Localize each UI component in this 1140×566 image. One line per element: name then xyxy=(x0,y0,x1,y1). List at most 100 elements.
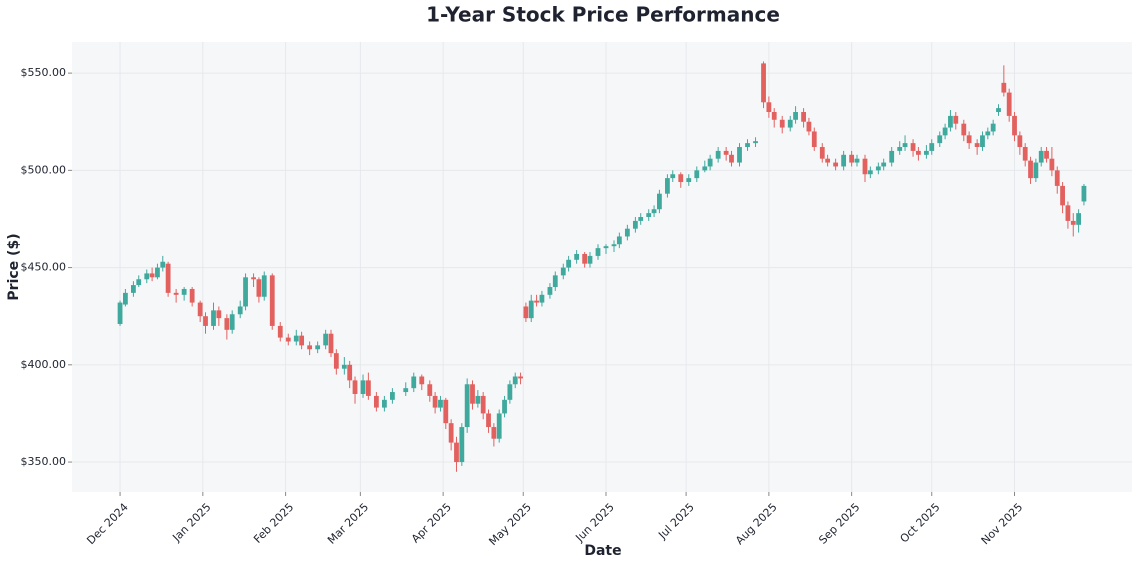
candle-body xyxy=(646,213,652,218)
candle-body xyxy=(942,127,948,136)
candle-body xyxy=(347,364,353,381)
candle-body xyxy=(277,325,283,338)
candle-body xyxy=(948,115,953,128)
candle-body xyxy=(1022,147,1028,161)
candle-body xyxy=(496,413,502,439)
candle-body xyxy=(670,174,676,179)
candle-body xyxy=(929,143,935,151)
candle-body xyxy=(624,228,630,237)
candle-body xyxy=(528,300,534,319)
x-tick-label: Jan 2025 xyxy=(169,501,213,545)
candle-body xyxy=(996,108,1001,113)
candle-body xyxy=(328,333,334,354)
x-tick-label: Aug 2025 xyxy=(733,501,780,548)
candle-body xyxy=(136,279,142,286)
candle-body xyxy=(694,170,700,179)
candle-body xyxy=(502,399,507,414)
candle-body xyxy=(427,384,433,396)
candle-body xyxy=(518,376,523,379)
candle-body xyxy=(123,292,128,305)
candle-body xyxy=(1070,220,1076,225)
x-tick-label: Jul 2025 xyxy=(655,501,697,543)
candle-body xyxy=(315,345,321,350)
candle-body xyxy=(737,147,742,163)
candle-body xyxy=(937,135,943,144)
candle-body xyxy=(566,259,572,268)
candle-body xyxy=(181,288,187,295)
y-tick-label: $450.00 xyxy=(21,261,67,274)
candle-body xyxy=(611,244,617,247)
candle-body xyxy=(603,246,609,249)
candle-body xyxy=(432,395,438,408)
candle-body xyxy=(841,154,847,167)
candle-body xyxy=(381,399,387,408)
x-tick-label: Feb 2025 xyxy=(251,501,296,546)
candle-body xyxy=(702,166,708,171)
candle-body xyxy=(165,263,171,293)
candle-body xyxy=(1012,115,1017,136)
x-tick-label: Oct 2025 xyxy=(898,501,943,546)
candle-body xyxy=(849,154,855,163)
candle-body xyxy=(825,158,831,163)
candle-body xyxy=(924,150,929,155)
x-axis-label: Date xyxy=(584,543,621,559)
candle-body xyxy=(224,318,230,330)
candle-body xyxy=(1038,150,1044,163)
candle-body xyxy=(534,300,539,303)
candle-body xyxy=(211,310,216,326)
candle-body xyxy=(961,123,967,136)
candle-body xyxy=(189,288,195,303)
candle-body xyxy=(875,166,881,171)
candle-body xyxy=(475,395,481,404)
candle-body xyxy=(507,384,513,400)
candle-body xyxy=(1049,158,1055,171)
candle-body xyxy=(787,119,793,128)
candle-body xyxy=(811,131,817,148)
candle-body xyxy=(491,427,497,439)
candle-body xyxy=(889,150,895,163)
y-axis-label: Price ($) xyxy=(6,233,22,300)
x-tick-label: Nov 2025 xyxy=(979,501,1026,548)
candle-body xyxy=(160,261,166,268)
candle-body xyxy=(867,170,873,175)
candle-body xyxy=(237,306,243,315)
candle-body xyxy=(771,112,777,120)
candle-body xyxy=(595,248,601,256)
candle-body xyxy=(1060,185,1065,206)
candle-body xyxy=(443,399,449,424)
candle-body xyxy=(616,236,622,245)
candle-body xyxy=(261,275,267,297)
candle-body xyxy=(806,121,812,132)
candle-body xyxy=(419,376,425,385)
candle-body xyxy=(256,279,262,297)
x-tick-label: Apr 2025 xyxy=(409,501,454,546)
candle-body xyxy=(173,292,179,295)
candle-body xyxy=(512,376,518,385)
x-tick-label: Mar 2025 xyxy=(325,501,371,547)
y-tick-label: $400.00 xyxy=(21,358,67,371)
y-tick-label: $350.00 xyxy=(21,455,67,468)
candle-body xyxy=(438,399,443,408)
grid xyxy=(72,42,1132,492)
candle-body xyxy=(651,209,657,214)
candle-body xyxy=(333,353,339,369)
candle-body xyxy=(523,306,529,319)
candle-body xyxy=(980,135,985,148)
candle-body xyxy=(1001,82,1007,93)
candle-body xyxy=(1054,170,1060,186)
candle-body xyxy=(552,275,558,288)
x-tick-label: May 2025 xyxy=(486,501,534,549)
candle-body xyxy=(632,220,638,229)
candle-body xyxy=(403,388,409,393)
candle-body xyxy=(155,267,160,278)
candle-body xyxy=(117,302,123,324)
candle-body xyxy=(1081,185,1087,202)
candle-body xyxy=(953,115,959,124)
candle-body xyxy=(547,287,553,295)
candle-body xyxy=(686,178,692,183)
candle-body xyxy=(729,154,734,163)
plot-area xyxy=(72,42,1132,492)
candle-body xyxy=(131,285,136,293)
candle-body xyxy=(229,314,235,330)
candle-body xyxy=(990,123,996,132)
